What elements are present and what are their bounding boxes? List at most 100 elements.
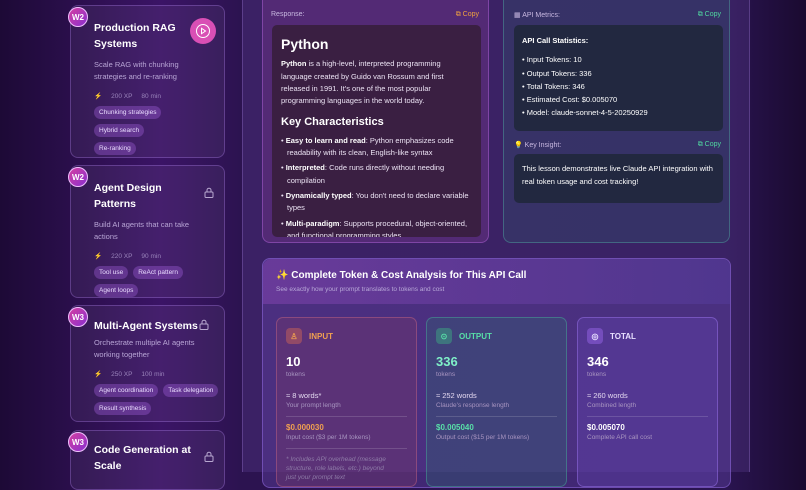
text: is a high-level, interpreted programming… [281, 59, 444, 106]
copy-button[interactable]: ⧉ Copy [697, 141, 721, 148]
token-unit: tokens [587, 371, 607, 378]
word-note: Combined length [587, 402, 637, 409]
tag: Chunking strategies [94, 106, 162, 119]
lesson-description: Orchestrate multiple AI agents working t… [94, 338, 195, 359]
metrics-box: API Call Statistics: • Input Tokens: 10 •… [514, 25, 723, 131]
lesson-card[interactable]: W2 Production RAG Systems Scale RAG with… [68, 5, 225, 158]
text: Input Tokens: 10 [526, 55, 582, 65]
tag: Re-ranking [94, 142, 136, 155]
card-label: OUTPUT [459, 331, 492, 341]
text: : You don't need to declare variable typ… [287, 190, 469, 213]
tag: Task delegation [163, 384, 219, 397]
bold-text: Multi-paradigm [285, 218, 340, 228]
duration: 100 min [141, 370, 165, 378]
metrics-heading: API Call Statistics: [522, 36, 589, 45]
lock-icon [204, 187, 214, 198]
bullet: • Dynamically typed: You don't need to d… [281, 190, 469, 213]
response-heading: Python [281, 36, 329, 52]
cost-note: Complete API call cost [587, 434, 653, 441]
text: Estimated Cost: $0.005070 [526, 95, 618, 105]
lesson-title: Multi-Agent Systems [94, 320, 198, 332]
card-header: ♙ INPUT [286, 328, 407, 344]
token-count: 10 [286, 354, 301, 369]
word-estimate: ≈ 260 words [587, 391, 628, 400]
metric-item: • Estimated Cost: $0.005070 [522, 95, 618, 105]
metrics-list: • Input Tokens: 10 • Output Tokens: 336 • … [522, 53, 715, 119]
xp: 220 XP [111, 252, 133, 260]
card-icon: ◎ [587, 328, 603, 344]
analysis-subtitle: See exactly how your prompt translates t… [276, 286, 445, 293]
divider [436, 416, 557, 417]
bold-text: Dynamically typed [285, 190, 352, 200]
text: Total Tokens: 346 [526, 81, 585, 91]
text: Complete Token & Cost Analysis for This … [291, 270, 527, 281]
xp-icon: ⚡ [94, 371, 103, 378]
copy-button[interactable]: ⧉ Copy [455, 11, 479, 18]
week-badge: W2 [68, 7, 88, 27]
metric-item: • Output Tokens: 336 [522, 68, 592, 78]
tag: Result synthesis [94, 402, 152, 415]
copy-button[interactable]: ⧉ Copy [697, 11, 721, 18]
text: Model: claude-sonnet-4-5-20250929 [526, 108, 648, 118]
copy-text: Copy [704, 141, 721, 148]
tag: ReAct pattern [133, 266, 183, 279]
bold-text: Interpreted [285, 163, 325, 173]
week-badge: W3 [68, 432, 88, 452]
xp: 200 XP [111, 92, 133, 100]
text: Key Insight: [524, 142, 562, 149]
cost: $0.005040 [436, 423, 474, 432]
xp: 250 XP [111, 370, 133, 378]
lesson-meta: ⚡ 200 XP 80 min [94, 92, 214, 101]
response-card: Response: ⧉ Copy Python Python is a high… [262, 0, 489, 243]
token-card: ◎ TOTAL 346 tokens ≈ 260 words Combined lengt… [577, 317, 718, 487]
lesson-card[interactable]: W3 Code Generation at Scale [68, 430, 225, 490]
lesson-meta: ⚡ 220 XP 90 min [94, 252, 214, 261]
metrics-label: ▦ API Metrics: [514, 12, 560, 19]
lesson-title: Agent Design Patterns [94, 182, 162, 210]
lesson-meta: ⚡ 250 XP 100 min [94, 370, 214, 379]
text: : Python emphasizes code readability wit… [287, 135, 454, 158]
text: : Code runs directly without needing com… [287, 163, 445, 185]
response-body: Python Python is a high-level, interpret… [272, 25, 481, 237]
card-label: INPUT [309, 331, 333, 341]
xp-icon: ⚡ [94, 93, 103, 100]
token-count: 336 [436, 354, 458, 369]
divider [286, 416, 407, 417]
insight-box: This lesson demonstrates live Claude API… [514, 154, 723, 203]
week-badge: W2 [68, 167, 88, 187]
tag-list: Agent coordination Task delegation Result … [94, 384, 219, 415]
card-header: ⊙ OUTPUT [436, 328, 557, 344]
lock-icon [204, 451, 214, 462]
token-card: ⊙ OUTPUT 336 tokens ≈ 252 words Claude's resp… [426, 317, 567, 487]
card-icon: ♙ [286, 328, 302, 344]
tag-list: Tool use ReAct pattern Agent loops [94, 266, 219, 297]
divider [587, 416, 708, 417]
card-label: TOTAL [610, 331, 636, 341]
metrics-card: ▦ API Metrics: ⧉ Copy API Call Statistic… [503, 0, 730, 243]
card-header: ◎ TOTAL [587, 328, 708, 344]
card-icon: ⊙ [436, 328, 452, 344]
bullet: • Easy to learn and read: Python emphasi… [281, 135, 454, 158]
tag: Hybrid search [94, 124, 145, 137]
divider [286, 448, 407, 449]
cost-note: Output cost ($15 per 1M tokens) [436, 434, 530, 441]
footnote: * Includes API overhead (message structu… [286, 456, 386, 481]
cost: $0.005070 [587, 423, 625, 432]
lesson-card[interactable]: W2 Agent Design Patterns Build AI agents… [68, 165, 225, 298]
text: : Supports procedural, object-oriented, … [287, 218, 468, 237]
response-intro: Python is a high-level, interpreted prog… [281, 58, 472, 107]
token-unit: tokens [286, 371, 306, 378]
copy-text: Copy [462, 11, 479, 18]
word-estimate: ≈ 252 words [436, 391, 477, 400]
word-note: Claude's response length [436, 402, 510, 409]
copy-text: Copy [704, 11, 721, 18]
lesson-title: Code Generation at Scale [94, 444, 191, 472]
lesson-card[interactable]: W3 Multi-Agent Systems Orchestrate multi… [68, 305, 225, 422]
tag: Agent loops [94, 284, 139, 297]
play-button[interactable] [190, 18, 216, 44]
text: API Metrics: [522, 12, 560, 19]
cost-note: Input cost ($3 per 1M tokens) [286, 434, 371, 441]
metric-item: • Total Tokens: 346 [522, 81, 585, 91]
duration: 90 min [141, 252, 161, 260]
